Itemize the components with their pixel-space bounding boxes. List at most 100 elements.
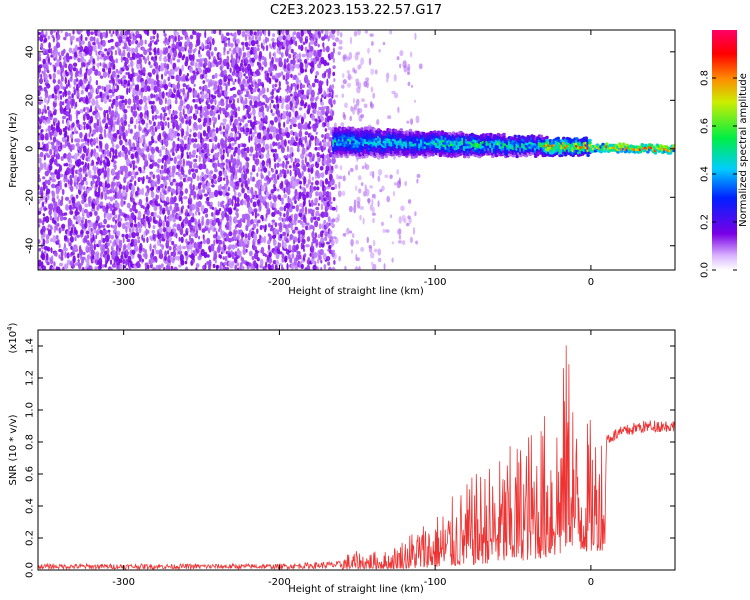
noise-cell [149, 171, 154, 175]
noise-cell [58, 242, 61, 249]
noise-cell [43, 207, 48, 211]
noise-cell [123, 146, 128, 155]
noise-cell [151, 229, 156, 234]
noise-cell [391, 257, 394, 263]
noise-cell [161, 91, 165, 100]
noise-cell [277, 103, 280, 109]
noise-cell [82, 121, 87, 126]
noise-cell [80, 40, 85, 45]
noise-cell [58, 254, 61, 259]
noise-cell [120, 169, 124, 176]
noise-cell [68, 199, 71, 204]
noise-cell [409, 51, 413, 58]
noise-cell [142, 95, 147, 103]
noise-cell [79, 131, 83, 139]
noise-cell [338, 39, 343, 45]
noise-cell [389, 174, 393, 180]
noise-cell [189, 183, 193, 191]
noise-cell [213, 227, 217, 232]
noise-cell [130, 175, 135, 181]
noise-cell [94, 266, 98, 270]
noise-cell [408, 199, 412, 204]
noise-cell [231, 198, 234, 207]
noise-cell [61, 136, 67, 143]
noise-cell [142, 67, 146, 74]
noise-cell [206, 89, 211, 94]
noise-cell [146, 229, 150, 235]
noise-cell [266, 87, 269, 93]
noise-cell [137, 210, 142, 219]
noise-cell [263, 57, 267, 63]
noise-cell [91, 98, 96, 106]
noise-cell [149, 215, 152, 223]
noise-cell [138, 120, 141, 124]
noise-cell [198, 188, 203, 196]
noise-cell [257, 94, 261, 102]
noise-cell [40, 129, 44, 133]
noise-cell [225, 192, 230, 197]
noise-cell [121, 124, 125, 133]
noise-cell [56, 195, 59, 200]
noise-cell [134, 216, 137, 224]
noise-cell [153, 255, 158, 261]
noise-cell [99, 62, 102, 67]
noise-cell [246, 213, 251, 221]
noise-cell [163, 33, 167, 37]
noise-cell [402, 60, 407, 69]
noise-cell [283, 193, 288, 199]
noise-cell [397, 106, 400, 114]
noise-cell [311, 212, 315, 217]
noise-cell [81, 256, 86, 261]
noise-cell [335, 205, 338, 213]
noise-cell [239, 94, 242, 100]
noise-cell [159, 219, 163, 224]
noise-cell [193, 83, 196, 87]
noise-cell [298, 79, 302, 84]
noise-cell [188, 137, 192, 145]
noise-cell [255, 68, 260, 77]
noise-cell [169, 181, 174, 186]
noise-cell [195, 263, 200, 268]
noise-cell [93, 36, 96, 43]
noise-cell [49, 62, 52, 66]
noise-cell [48, 164, 53, 171]
noise-cell [249, 112, 252, 116]
noise-cell [103, 218, 108, 225]
noise-cell [106, 224, 111, 228]
noise-cell [291, 229, 296, 234]
noise-cell [341, 84, 345, 89]
noise-cell [84, 162, 87, 168]
noise-cell [39, 96, 43, 101]
noise-cell [66, 120, 70, 128]
noise-cell [281, 160, 285, 169]
noise-cell [291, 152, 294, 158]
noise-cell [384, 174, 389, 178]
noise-cell [172, 250, 177, 257]
noise-cell [142, 55, 145, 60]
noise-cell [52, 64, 55, 68]
noise-cell [263, 38, 266, 46]
noise-cell [318, 255, 322, 261]
noise-cell [122, 49, 126, 57]
noise-cell [141, 134, 146, 139]
noise-cell [180, 46, 185, 52]
noise-cell [228, 143, 232, 148]
noise-cell [152, 100, 155, 105]
noise-cell [161, 145, 166, 151]
noise-cell [283, 139, 287, 148]
noise-cell [154, 61, 159, 70]
noise-cell [197, 235, 201, 240]
noise-cell [353, 69, 357, 74]
noise-cell [283, 224, 287, 229]
noise-cell [174, 67, 178, 72]
noise-cell [102, 71, 108, 79]
noise-cell [281, 197, 284, 203]
noise-cell [279, 222, 283, 230]
noise-cell [267, 170, 271, 177]
noise-cell [72, 67, 77, 72]
noise-cell [295, 40, 298, 47]
noise-cell [377, 257, 382, 263]
noise-cell [79, 167, 83, 173]
noise-cell [248, 250, 253, 257]
noise-cell [398, 234, 402, 240]
